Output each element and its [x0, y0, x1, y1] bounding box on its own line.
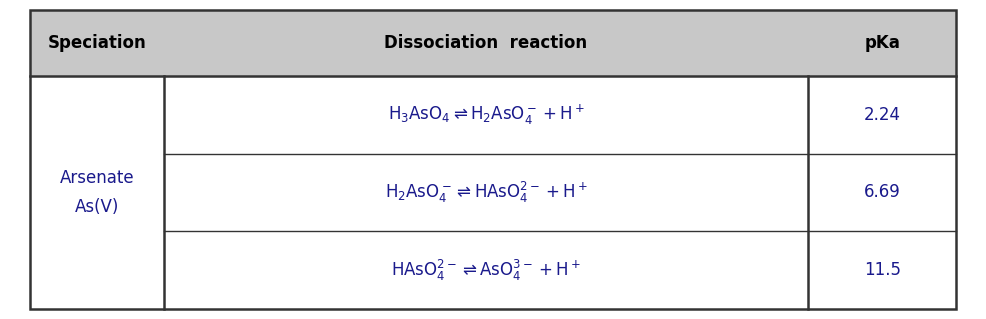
Text: Arsenate: Arsenate — [59, 169, 134, 187]
Text: 11.5: 11.5 — [864, 262, 901, 279]
Text: 6.69: 6.69 — [864, 183, 900, 202]
Text: $\mathrm{H_2AsO_4^- \rightleftharpoons HAsO_4^{2-} + H^+}$: $\mathrm{H_2AsO_4^- \rightleftharpoons H… — [385, 180, 588, 205]
Bar — [30, 10, 956, 76]
Text: pKa: pKa — [865, 33, 900, 52]
Text: 2.24: 2.24 — [864, 106, 901, 123]
Text: $\mathrm{HAsO_4^{2-} \rightleftharpoons AsO_4^{3-} + H^+}$: $\mathrm{HAsO_4^{2-} \rightleftharpoons … — [391, 258, 581, 283]
Text: Dissociation  reaction: Dissociation reaction — [385, 33, 588, 52]
Bar — [30, 76, 956, 153]
Bar — [30, 153, 956, 232]
Bar — [30, 232, 956, 309]
Text: As(V): As(V) — [75, 198, 119, 216]
Text: Speciation: Speciation — [47, 33, 146, 52]
Text: $\mathrm{H_3AsO_4 \rightleftharpoons H_2AsO_4^- + H^+}$: $\mathrm{H_3AsO_4 \rightleftharpoons H_2… — [387, 102, 585, 127]
